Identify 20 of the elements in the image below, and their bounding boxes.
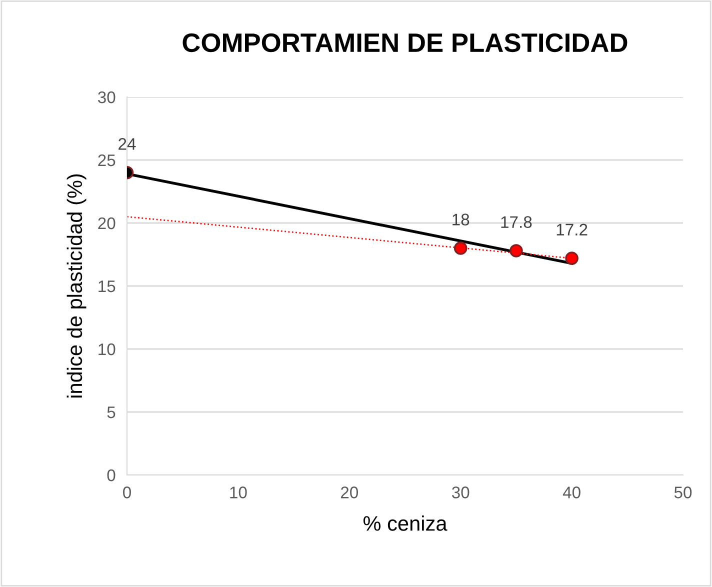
y-tick-label: 25 bbox=[98, 154, 116, 166]
y-tick-label: 10 bbox=[98, 343, 116, 356]
data-label: 18 bbox=[452, 214, 470, 226]
x-tick-label: 0 bbox=[123, 486, 131, 498]
x-tick-label: 20 bbox=[340, 486, 358, 498]
data-label: 17.8 bbox=[501, 216, 532, 228]
chart-title: COMPORTAMIEN DE PLASTICIDAD bbox=[182, 33, 628, 52]
data-label: 17.2 bbox=[556, 224, 588, 236]
x-tick-label: 40 bbox=[562, 486, 580, 498]
x-tick-label: 10 bbox=[230, 486, 247, 498]
y-axis-title: indice de plasticidad (%) bbox=[66, 174, 86, 398]
x-tick-label: 50 bbox=[674, 486, 692, 498]
y-tick-label: 15 bbox=[98, 280, 116, 292]
x-tick-label: 30 bbox=[452, 486, 470, 498]
y-tick-label: 5 bbox=[107, 406, 116, 418]
data-label: 24 bbox=[118, 138, 136, 150]
y-tick-label: 20 bbox=[98, 217, 116, 230]
y-tick-label: 0 bbox=[107, 469, 116, 482]
y-tick-label: 30 bbox=[98, 91, 116, 104]
x-axis-title: % ceniza bbox=[363, 516, 448, 531]
